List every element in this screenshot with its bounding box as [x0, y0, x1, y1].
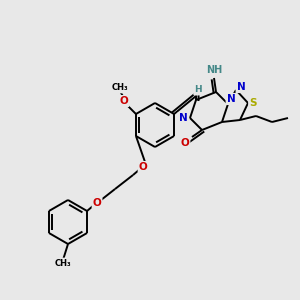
Text: N: N	[237, 82, 245, 92]
Text: CH₃: CH₃	[55, 259, 71, 268]
Text: NH: NH	[206, 65, 222, 75]
Text: O: O	[93, 198, 101, 208]
Text: N: N	[226, 94, 236, 104]
Text: O: O	[139, 162, 147, 172]
Text: O: O	[181, 138, 189, 148]
Text: O: O	[120, 96, 128, 106]
Text: H: H	[194, 85, 202, 94]
Text: CH₃: CH₃	[112, 83, 128, 92]
Text: S: S	[249, 98, 257, 108]
Text: N: N	[178, 113, 188, 123]
